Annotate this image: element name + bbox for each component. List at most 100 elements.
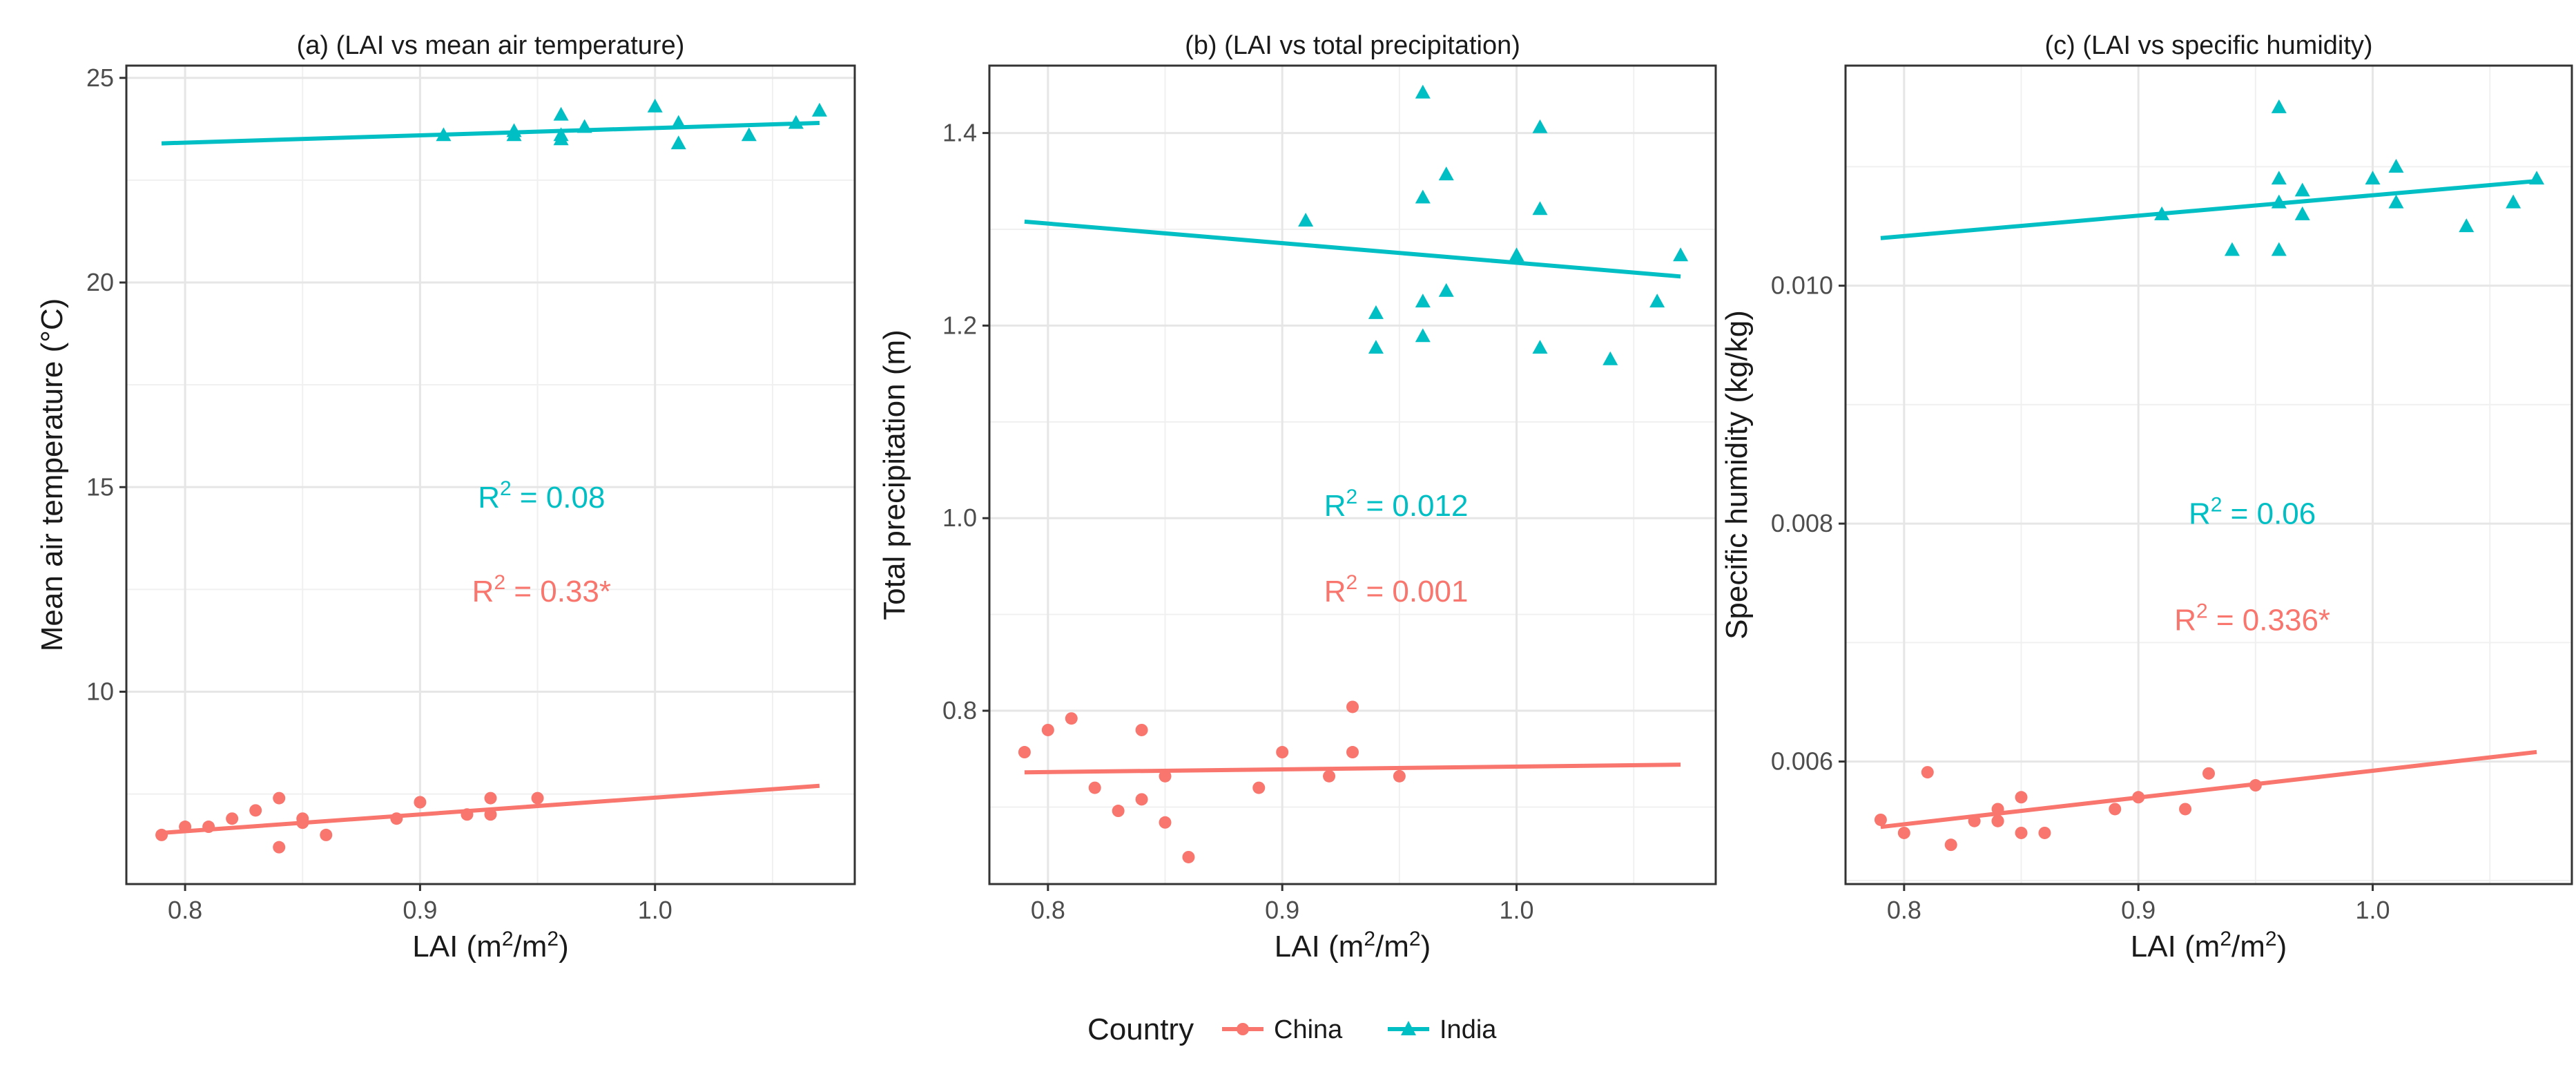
r2-annotation-china: R2 = 0.001 <box>1324 571 1469 608</box>
data-point-china <box>1041 723 1054 736</box>
data-point-india <box>1532 119 1548 133</box>
data-point-india <box>1368 340 1384 354</box>
data-point-china <box>2109 803 2122 816</box>
y-tick-label: 20 <box>86 268 114 296</box>
x-tick-label: 0.9 <box>1265 896 1299 924</box>
r2-annotation-china: R2 = 0.33* <box>472 571 611 608</box>
data-point-india <box>2365 171 2381 185</box>
data-point-india <box>741 127 757 142</box>
panel-b: R2 = 0.012 R2 = 0.001 0.8 0.9 1.0 0.8 1.0 1.2 1.… <box>878 31 1717 963</box>
data-point-india <box>1415 189 1431 204</box>
panel-title: (b) (LAI vs total precipitation) <box>1185 31 1520 60</box>
data-point-china <box>1944 838 1957 852</box>
legend-item-china: China <box>1222 1015 1343 1044</box>
data-point-china <box>484 792 497 805</box>
y-axis-label: Total precipitation (m) <box>878 329 911 620</box>
data-point-india <box>577 119 592 133</box>
plot-background <box>989 66 1716 884</box>
gridlines <box>1846 66 2572 884</box>
y-tick-label: 1.2 <box>942 311 977 339</box>
x-tick-label: 1.0 <box>638 896 672 924</box>
data-point-india <box>1532 340 1548 354</box>
y-tick-label: 15 <box>86 472 114 501</box>
data-point-india <box>2271 242 2287 256</box>
data-point-china <box>2179 803 2192 816</box>
y-tick-label: 0.8 <box>942 696 977 725</box>
data-point-india <box>436 127 452 142</box>
y-axis-label: Specific humidity (kg/kg) <box>1720 310 1754 640</box>
panel-border <box>1844 64 2573 885</box>
x-axis-label: LAI (m2/m2) <box>412 928 569 963</box>
x-tick-label: 1.0 <box>1500 896 1534 924</box>
data-point-india <box>647 98 663 113</box>
data-point-china <box>1276 746 1289 759</box>
data-point-china <box>1159 769 1172 783</box>
legend-marker <box>1401 1021 1416 1035</box>
y-tick-label: 0.008 <box>1771 509 1833 537</box>
data-point-india <box>2154 206 2170 220</box>
y-tick-label: 0.010 <box>1771 271 1833 300</box>
data-point-china <box>2015 791 2028 804</box>
x-axis-label: LAI (m2/m2) <box>1275 928 1431 963</box>
data-point-china <box>202 821 215 834</box>
data-point-india <box>1368 305 1384 319</box>
legend: Country China India <box>1087 1013 1497 1046</box>
data-point-india <box>2529 171 2545 185</box>
legend-marker <box>1237 1023 1249 1035</box>
data-point-china <box>296 812 309 825</box>
data-point-india <box>1438 282 1454 297</box>
data-point-china <box>1018 746 1031 759</box>
legend-label: China <box>1274 1015 1343 1044</box>
panel-c: R2 = 0.06 R2 = 0.336* 0.8 0.9 1.0 0.006 0.008 0… <box>1720 31 2573 963</box>
data-point-china <box>1921 766 1934 779</box>
x-axis-label: LAI (m2/m2) <box>2131 928 2287 963</box>
legend-label: India <box>1440 1015 1497 1044</box>
data-point-india <box>1532 201 1548 215</box>
data-point-china <box>179 821 192 834</box>
data-point-india <box>1415 328 1431 343</box>
data-point-india <box>2388 159 2404 173</box>
data-point-china <box>1135 793 1148 806</box>
data-point-china <box>1393 769 1406 783</box>
data-point-china <box>390 812 403 825</box>
y-axis-label: Mean air temperature (°C) <box>35 298 69 652</box>
data-point-india <box>553 127 569 142</box>
data-point-china <box>1323 769 1336 783</box>
data-point-china <box>155 828 168 841</box>
data-point-china <box>273 841 286 854</box>
data-point-india <box>2459 218 2475 233</box>
plot-background <box>126 66 855 884</box>
data-point-china <box>1252 781 1266 794</box>
data-point-india <box>2294 206 2310 220</box>
x-tick-label: 0.9 <box>2121 896 2156 924</box>
r2-annotation-india: R2 = 0.012 <box>1324 486 1469 523</box>
data-point-china <box>1159 816 1172 829</box>
data-point-china <box>2249 779 2262 792</box>
legend-item-india: India <box>1388 1015 1497 1044</box>
data-point-china <box>2015 826 2028 839</box>
x-tick-label: 1.0 <box>2356 896 2390 924</box>
data-point-india <box>670 115 686 129</box>
data-point-india <box>1509 247 1524 262</box>
data-point-china <box>2038 826 2051 839</box>
data-point-china <box>1088 781 1101 794</box>
data-point-china <box>2202 767 2215 780</box>
regression-line-india <box>1024 219 1681 279</box>
data-point-china <box>1112 805 1125 818</box>
data-point-china <box>1897 826 1910 839</box>
data-point-china <box>531 792 544 805</box>
data-point-india <box>2388 194 2404 209</box>
data-point-china <box>249 804 262 817</box>
legend-title: Country <box>1087 1013 1194 1046</box>
data-point-china <box>1346 746 1359 759</box>
data-point-india <box>1415 294 1431 308</box>
data-point-china <box>461 808 474 821</box>
data-point-india <box>1298 213 1314 227</box>
data-point-china <box>414 796 427 809</box>
data-point-india <box>1415 84 1431 99</box>
x-tick-label: 0.8 <box>1887 896 1921 924</box>
data-point-china <box>1065 712 1078 725</box>
data-point-china <box>1182 850 1195 863</box>
plot-background <box>1846 66 2572 884</box>
y-tick-label: 1.0 <box>942 504 977 532</box>
